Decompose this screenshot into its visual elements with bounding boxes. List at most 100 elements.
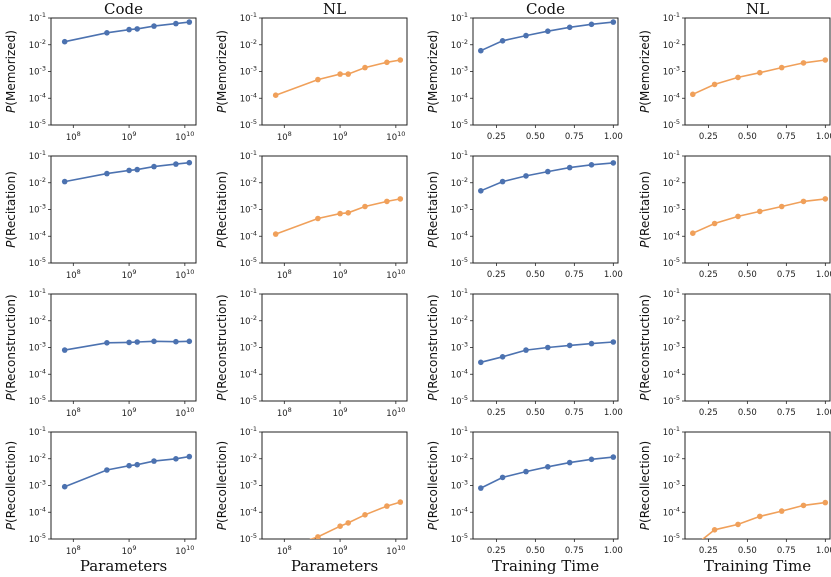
axes-frame [50,17,197,126]
data-point [478,359,484,366]
y-tick-label: 10-2 [240,452,257,465]
y-tick-label: 10-5 [451,532,468,545]
column-titles: Code NL Code NL [104,0,769,18]
data-point [757,208,763,215]
y-tick-label: 10-5 [663,256,680,269]
y-tick-label: 10-2 [663,314,680,327]
y-tick-label: 10-1 [451,425,468,438]
data-point [186,338,193,345]
data-point [566,459,573,466]
panel-reconstruction-nl: 10-5 10-4 10-3 10-2 10-1 0.25 0.50 0.75 1.00 P(Re… [638,287,831,424]
data-point [757,69,763,76]
data-point [315,215,321,222]
y-tick-label: 10-2 [240,38,257,51]
y-tick-label: 10-3 [451,341,468,354]
y-tick-label: 10-2 [451,38,468,51]
y-tick-label: 10-1 [29,11,46,24]
x-tick-label: 1010 [175,268,194,281]
y-tick-label: 10-2 [663,38,680,51]
column-title: Code [104,0,143,18]
y-tick-label: 10-2 [29,314,46,327]
y-tick-label: 10-5 [240,118,257,131]
data-point [800,198,807,205]
x-tick-label: 109 [122,268,137,281]
data-point [712,418,718,424]
x-axis-label: Parameters [80,557,167,575]
y-tick-label: 10-1 [240,425,257,438]
data-point [173,338,179,345]
series-line [480,21,614,52]
y-tick-label: 10-3 [240,341,257,354]
y-tick-label: 10-2 [451,314,468,327]
x-tick-label: 0.25 [699,132,718,142]
y-tick-label: 10-5 [451,256,468,269]
x-tick-label: 0.75 [777,270,796,280]
y-tick-label: 10-4 [29,91,46,104]
series-line [275,59,401,96]
y-tick-label: 10-5 [29,118,46,131]
data-point [523,32,529,39]
panel-recitation-code: 10-5 10-4 10-3 10-2 10-1 0.25 0.50 0.75 1.00 P(Re… [426,149,623,280]
series-line [692,59,826,96]
x-tick-label: 0.50 [738,270,757,280]
data-point [778,203,785,210]
data-point [711,81,718,88]
x-tick-label: 0.75 [565,546,584,556]
data-point [362,64,368,71]
y-tick-label: 10-5 [663,118,680,131]
y-tick-label: 10-5 [29,532,46,545]
y-axis-label: P(Recitation) [215,171,229,248]
y-tick-label: 10-3 [29,203,46,216]
axes-frame [472,17,619,126]
x-tick-label: 1.00 [816,546,831,556]
data-point [711,527,718,533]
y-tick-label: 10-1 [240,149,257,162]
data-point [690,91,696,98]
y-tick-label: 10-2 [240,314,257,327]
panel-reconstruction-nl: 10-5 10-4 10-3 10-2 10-1 108 109 1010 P(Reconstr… [215,287,408,419]
y-tick-label: 10-1 [451,287,468,300]
data-point [735,521,741,528]
x-axis-label: Training Time [492,557,599,575]
data-point [778,508,785,514]
x-tick-label: 109 [333,268,348,281]
data-point [499,178,506,185]
y-tick-label: 10-4 [240,91,257,104]
x-tick-label: 0.25 [699,270,718,280]
y-axis-label: P(Recollection) [215,441,229,530]
data-point [735,74,741,81]
column-title: NL [323,0,346,18]
data-point [315,534,321,539]
data-point [610,19,617,25]
data-point [822,196,829,202]
y-tick-label: 10-3 [29,65,46,78]
x-tick-label: 0.50 [526,132,545,142]
data-point [126,26,132,33]
y-tick-label: 10-3 [240,479,257,492]
x-tick-label: 109 [122,130,137,143]
data-point [499,354,506,360]
x-axis-label: Parameters [291,557,378,575]
y-tick-label: 10-5 [240,532,257,545]
y-tick-label: 10-5 [29,256,46,269]
data-point [362,406,368,412]
x-tick-label: 108 [277,406,292,419]
x-tick-label: 108 [277,268,292,281]
y-tick-label: 10-2 [29,176,46,189]
y-tick-label: 10-2 [663,452,680,465]
y-axis-label: P(Recollection) [4,441,18,530]
x-tick-label: 0.75 [565,132,584,142]
y-axis-label: P(Recitation) [426,171,440,248]
y-tick-label: 10-3 [29,341,46,354]
data-point [397,196,404,202]
x-tick-label: 1.00 [816,270,831,280]
y-tick-label: 10-5 [663,532,680,545]
axes-frame [684,293,831,402]
axes-frame [684,155,831,264]
data-point [384,59,390,66]
x-tick-label: 0.25 [699,408,718,418]
data-point [345,520,352,526]
data-point [566,342,573,349]
y-tick-label: 10-5 [29,394,46,407]
